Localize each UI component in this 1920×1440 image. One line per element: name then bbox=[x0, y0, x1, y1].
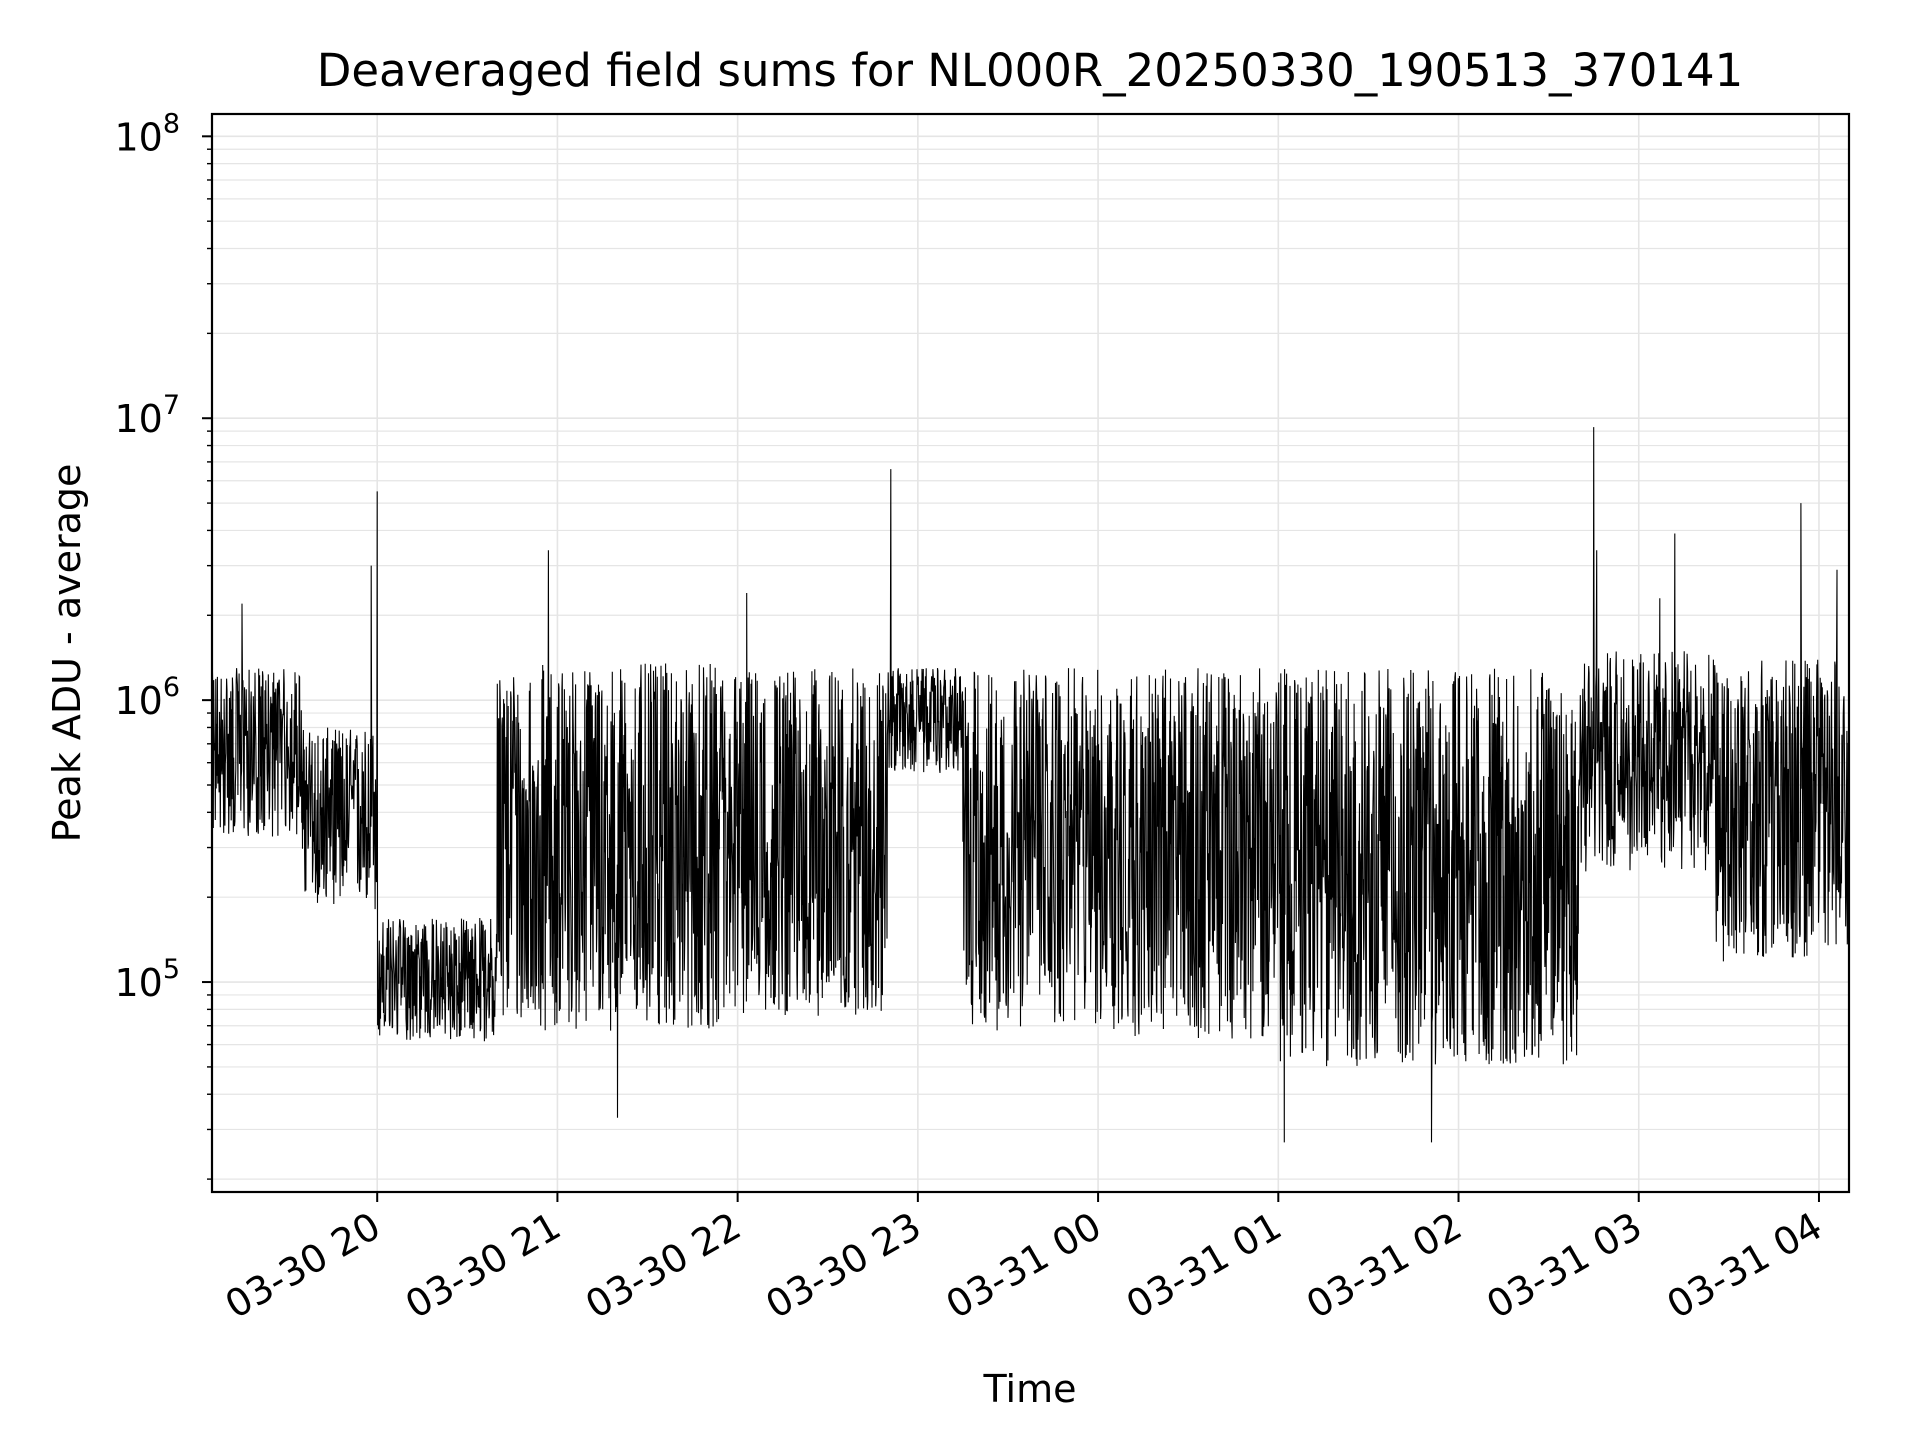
x-tick-label: 03-30 22 bbox=[578, 1204, 748, 1328]
plot-frame bbox=[210, 112, 1851, 1194]
grid bbox=[212, 114, 1849, 1192]
chart-title: Deaveraged field sums for NL000R_2025033… bbox=[317, 44, 1744, 97]
x-axis-label: Time bbox=[983, 1367, 1077, 1411]
x-tick-label: 03-31 00 bbox=[939, 1204, 1109, 1328]
y-tick-label: 105 bbox=[114, 954, 180, 1005]
x-tick-label: 03-30 20 bbox=[218, 1204, 388, 1328]
series-line bbox=[211, 427, 1850, 1143]
x-tick-label: 03-31 04 bbox=[1659, 1204, 1829, 1328]
x-tick-label: 03-30 23 bbox=[758, 1204, 928, 1328]
data-series bbox=[211, 427, 1850, 1143]
y-axis-label: Peak ADU - average bbox=[45, 464, 89, 843]
x-tick-label: 03-31 03 bbox=[1479, 1204, 1649, 1328]
x-tick-label: 03-31 01 bbox=[1119, 1204, 1289, 1328]
x-tick-label: 03-31 02 bbox=[1299, 1204, 1469, 1328]
x-tick-label: 03-30 21 bbox=[398, 1204, 568, 1328]
y-tick-label: 107 bbox=[114, 390, 180, 441]
y-tick-label: 108 bbox=[114, 108, 180, 159]
y-tick-label: 106 bbox=[114, 672, 180, 723]
